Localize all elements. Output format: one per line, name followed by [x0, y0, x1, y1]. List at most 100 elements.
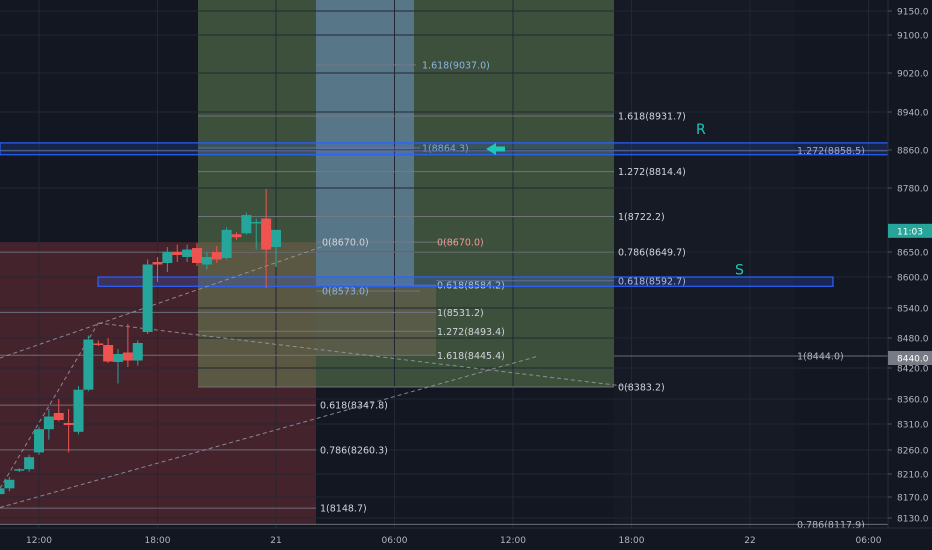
trend-line-projection: [98, 322, 632, 388]
price-tick-label: 8780.0: [897, 185, 929, 195]
candle-body: [172, 252, 183, 255]
marker-price-label: 8440.0: [897, 355, 929, 365]
candle-body: [24, 457, 35, 470]
candle-body: [162, 252, 173, 263]
current-price-label: 11:03: [897, 227, 923, 237]
fib-level-label: 0.786(8260.3): [320, 445, 388, 456]
trend-line-upper: [0, 241, 336, 359]
candle-body: [201, 257, 212, 265]
fib-level-label: 0(8573.0): [322, 286, 369, 297]
time-axis: 12:00 18:00 21 06:00 12:00 18:00 22 06:00: [0, 527, 932, 550]
price-tick-label: 8940.0: [897, 109, 929, 119]
price-tick-label: 8650.0: [897, 249, 929, 259]
fib-level-label: 1(8722.2): [618, 212, 665, 223]
price-tick-label: 8310.0: [897, 421, 929, 431]
candle-body: [182, 249, 193, 257]
fib-level-label: 1.618(9037.0): [422, 60, 490, 71]
price-tick-label: 9020.0: [897, 70, 929, 80]
fib-level-label: 0(8670.0): [322, 238, 369, 249]
arrow-left-icon: [486, 143, 505, 156]
price-tick-label: 8130.0: [897, 515, 929, 525]
candles: [0, 188, 281, 495]
time-tick-label: 06:00: [382, 536, 408, 546]
time-tick-label: 18:00: [619, 536, 645, 546]
price-tick-label: 8600.0: [897, 274, 929, 284]
time-axis-bg: [0, 528, 932, 550]
candle-body: [0, 488, 5, 495]
candle-body: [152, 262, 163, 265]
resistance-label: R: [696, 122, 706, 138]
candle-body: [241, 215, 252, 234]
price-tick-label: 8860.0: [897, 147, 929, 157]
candle-body: [251, 221, 262, 224]
fib-level-label: 1(8148.7): [320, 504, 367, 515]
candle-body: [73, 389, 84, 432]
fib-levels: 1.618(9037.0) 1.618(8931.7) 1(8864.3) 1.272…: [0, 60, 889, 531]
fib-level-label: 1.272(8814.4): [618, 167, 686, 178]
fib-level-label: 1.272(8493.4): [437, 327, 505, 338]
candle-body: [83, 339, 94, 390]
resistance-zone: [0, 142, 889, 156]
fib-level-label: 0.618(8347.8): [320, 401, 388, 412]
price-tick-label: 8260.0: [897, 447, 929, 457]
fib-level-label: 0.618(8592.7): [618, 276, 686, 287]
time-tick-label: 21: [270, 536, 281, 546]
candle-body: [211, 252, 222, 260]
trend-line-lower: [0, 355, 539, 508]
candle-body: [43, 416, 54, 430]
candle-body: [113, 354, 123, 362]
fib-level-label: 1(8864.3): [422, 143, 469, 154]
candle-body: [231, 234, 242, 238]
marker-price-badge: [888, 351, 932, 365]
candle-body: [63, 423, 74, 426]
candle-body: [103, 345, 114, 362]
price-tick-label: 9100.0: [897, 32, 929, 42]
price-tick-label: 8420.0: [897, 365, 929, 375]
candle-body: [122, 352, 133, 361]
candle-body: [142, 264, 153, 332]
candle-body: [4, 479, 15, 489]
candle-body: [221, 229, 232, 258]
price-tick-label: 8360.0: [897, 396, 929, 406]
current-price-badge: [888, 223, 932, 238]
price-axis-bg: [888, 0, 932, 528]
fib-level-label: 0.786(8649.7): [618, 248, 686, 259]
fib-level-label: 1.618(8445.4): [437, 351, 505, 362]
price-axis: 9150.0 9100.0 9020.0 8940.0 8860.0 8780.0 8650…: [887, 0, 932, 528]
time-tick-label: 22: [744, 536, 755, 546]
candle-body: [192, 248, 202, 263]
time-tick-label: 06:00: [856, 536, 882, 546]
candle-body: [132, 343, 143, 361]
candle-body: [14, 469, 25, 471]
overlays: RS: [486, 122, 744, 279]
fib-level-label: 1(8444.0): [797, 352, 844, 363]
candle-body: [261, 218, 272, 250]
future-shade: [614, 0, 794, 550]
time-tick-label: 18:00: [145, 536, 171, 546]
fib-level-label: 1.272(8858.5): [797, 146, 865, 157]
fib-level-label: 1.618(8931.7): [618, 111, 686, 122]
time-tick-label: 12:00: [500, 536, 526, 546]
price-tick-label: 8210.0: [897, 471, 929, 481]
price-tick-label: 8540.0: [897, 305, 929, 315]
trend-lines: [0, 241, 632, 508]
candle-body: [53, 413, 64, 420]
support-label: S: [735, 263, 744, 279]
candle-body: [93, 343, 104, 345]
candle-body: [271, 229, 281, 248]
fib-level-label: 1(8531.2): [437, 308, 484, 319]
time-tick-label: 12:00: [26, 536, 52, 546]
support-zone: [97, 276, 834, 287]
price-tick-label: 8480.0: [897, 335, 929, 345]
candle-body: [34, 429, 44, 453]
fib-level-label: 0(8383.2): [618, 383, 665, 394]
price-tick-label: 9150.0: [897, 8, 929, 18]
fib-level-label: 0.786(8117.9): [797, 520, 865, 531]
fib-zone-mid: [316, 285, 436, 356]
price-tick-label: 8170.0: [897, 494, 929, 504]
fib-level-label: 0(8670.0): [437, 238, 484, 249]
